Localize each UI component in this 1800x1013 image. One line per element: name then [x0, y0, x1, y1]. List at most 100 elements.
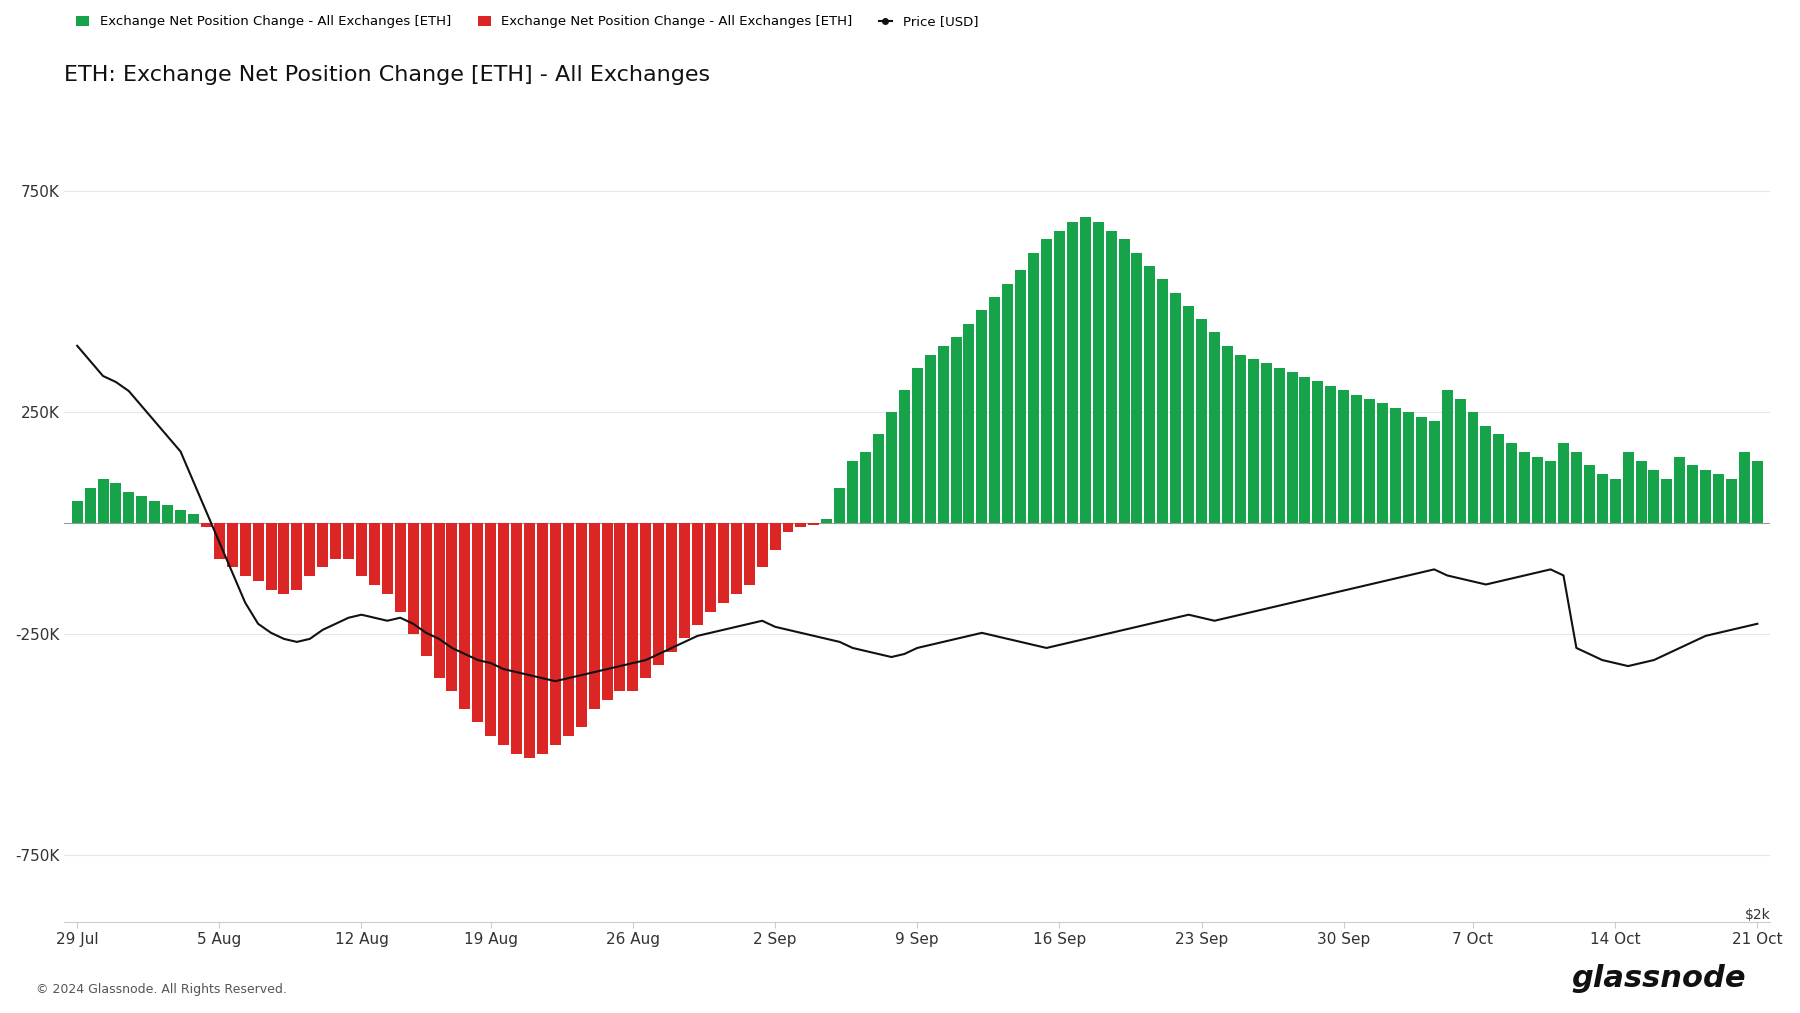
Bar — [1287, 373, 1298, 523]
Legend: Exchange Net Position Change - All Exchanges [ETH], Exchange Net Position Change: Exchange Net Position Change - All Excha… — [70, 10, 983, 33]
Bar — [743, 523, 754, 586]
Bar — [1195, 319, 1208, 523]
Bar — [1674, 457, 1685, 523]
Bar — [85, 487, 95, 523]
Bar — [860, 452, 871, 523]
Bar — [1145, 266, 1156, 523]
Bar — [1003, 284, 1013, 523]
Bar — [137, 496, 148, 523]
Bar — [589, 523, 599, 709]
Bar — [1687, 465, 1697, 523]
Bar — [421, 523, 432, 656]
Bar — [1649, 470, 1660, 523]
Bar — [576, 523, 587, 727]
Bar — [1726, 479, 1737, 523]
Bar — [848, 461, 859, 523]
Bar — [279, 523, 290, 594]
Bar — [1040, 239, 1051, 523]
Bar — [731, 523, 742, 594]
Bar — [382, 523, 392, 594]
Bar — [1015, 270, 1026, 523]
Bar — [1312, 381, 1323, 523]
Bar — [97, 479, 108, 523]
Bar — [821, 519, 832, 523]
Bar — [524, 523, 535, 758]
Bar — [1714, 474, 1724, 523]
Bar — [1597, 474, 1607, 523]
Bar — [1364, 399, 1375, 523]
Bar — [963, 323, 974, 523]
Bar — [679, 523, 689, 638]
Bar — [486, 523, 497, 735]
Bar — [1210, 332, 1220, 523]
Bar — [1118, 239, 1130, 523]
Bar — [1661, 479, 1672, 523]
Bar — [409, 523, 419, 634]
Bar — [227, 523, 238, 567]
Bar — [1494, 435, 1505, 523]
Bar — [950, 337, 961, 523]
Bar — [1544, 461, 1555, 523]
Bar — [691, 523, 704, 625]
Bar — [124, 492, 135, 523]
Bar — [783, 523, 794, 532]
Bar — [1701, 470, 1712, 523]
Bar — [1300, 377, 1310, 523]
Bar — [1260, 364, 1271, 523]
Bar — [317, 523, 328, 567]
Bar — [1622, 452, 1634, 523]
Bar — [1519, 452, 1530, 523]
Bar — [1454, 399, 1465, 523]
Bar — [202, 523, 212, 528]
Text: ETH: Exchange Net Position Change [ETH] - All Exchanges: ETH: Exchange Net Position Change [ETH] … — [65, 65, 711, 85]
Bar — [1055, 231, 1066, 523]
Bar — [718, 523, 729, 603]
Bar — [1559, 444, 1570, 523]
Bar — [1609, 479, 1620, 523]
Text: glassnode: glassnode — [1571, 963, 1746, 993]
Bar — [1417, 416, 1427, 523]
Bar — [1183, 306, 1193, 523]
Bar — [898, 390, 909, 523]
Bar — [614, 523, 625, 692]
Bar — [1739, 452, 1750, 523]
Bar — [266, 523, 277, 590]
Bar — [641, 523, 652, 678]
Bar — [536, 523, 547, 754]
Bar — [1274, 368, 1285, 523]
Bar — [1093, 222, 1103, 523]
Bar — [1170, 293, 1181, 523]
Bar — [149, 500, 160, 523]
Bar — [252, 523, 263, 580]
Bar — [938, 345, 949, 523]
Bar — [1571, 452, 1582, 523]
Bar — [1352, 394, 1363, 523]
Bar — [1028, 252, 1039, 523]
Bar — [1377, 403, 1388, 523]
Bar — [239, 523, 250, 576]
Bar — [756, 523, 767, 567]
Bar — [214, 523, 225, 558]
Bar — [913, 368, 923, 523]
Bar — [808, 523, 819, 526]
Bar — [511, 523, 522, 754]
Bar — [1325, 386, 1336, 523]
Bar — [886, 412, 896, 523]
Bar — [1751, 461, 1762, 523]
Bar — [1080, 217, 1091, 523]
Text: $2k: $2k — [1744, 908, 1769, 922]
Bar — [434, 523, 445, 678]
Bar — [72, 500, 83, 523]
Bar — [770, 523, 781, 550]
Bar — [394, 523, 405, 612]
Bar — [472, 523, 484, 722]
Bar — [162, 505, 173, 523]
Bar — [833, 487, 846, 523]
Bar — [873, 435, 884, 523]
Bar — [1532, 457, 1543, 523]
Bar — [1402, 412, 1413, 523]
Bar — [187, 515, 200, 523]
Bar — [549, 523, 562, 745]
Bar — [459, 523, 470, 709]
Bar — [344, 523, 355, 558]
